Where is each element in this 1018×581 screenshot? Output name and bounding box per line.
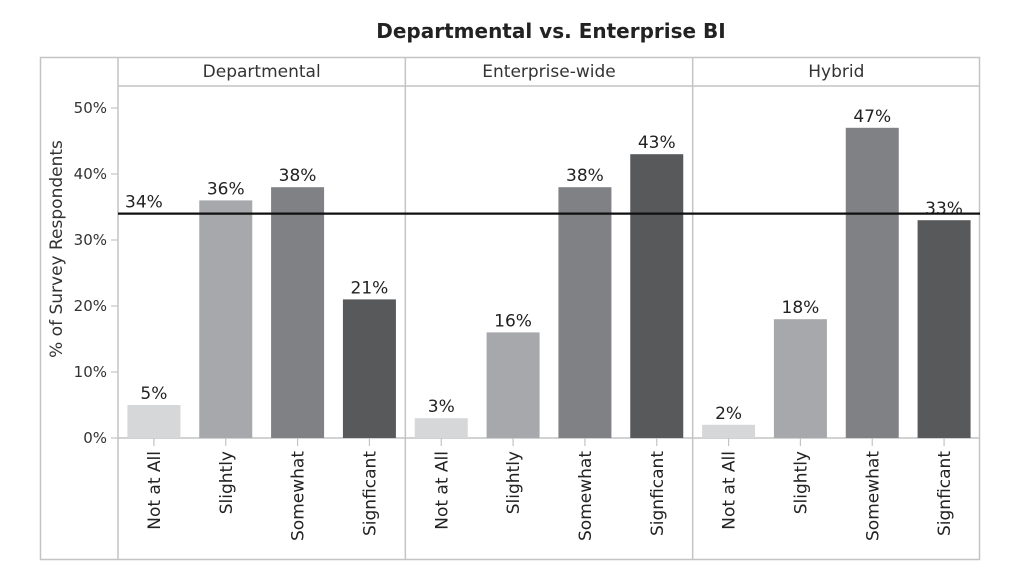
category-label: Signficant	[935, 451, 955, 536]
y-tick-label: 40%	[74, 165, 107, 183]
outer-frame	[39, 56, 981, 561]
bar	[414, 418, 468, 438]
category-label: Slightly	[217, 451, 237, 514]
category-label: Somewhat	[289, 451, 309, 541]
bar	[702, 424, 756, 438]
bar	[558, 187, 612, 438]
bar	[773, 319, 827, 438]
bar-value-label: 3%	[428, 397, 455, 417]
category-label: Not at All	[720, 451, 740, 530]
bar-value-label: 5%	[140, 384, 167, 404]
plot-frame	[39, 56, 981, 561]
bar	[127, 405, 181, 438]
bar	[271, 187, 325, 438]
reference-line-group: 34%	[118, 193, 980, 215]
panel: Hybrid 2% Not at All 18% Slightly 47% Somewhat…	[702, 62, 971, 541]
bar-value-label: 47%	[853, 107, 891, 127]
bar-value-label: 21%	[351, 278, 389, 298]
bar	[486, 332, 540, 438]
panel: Departmental 5% Not at All 36% Slightly 38% So…	[127, 62, 396, 541]
category-label: Slightly	[791, 451, 811, 514]
y-tick-label: 0%	[83, 429, 107, 447]
bar	[342, 299, 396, 438]
y-tick-label: 10%	[74, 363, 107, 381]
category-label: Somewhat	[863, 451, 883, 541]
bar	[199, 200, 253, 438]
y-tick-label: 20%	[74, 297, 107, 315]
category-label: Signficant	[360, 451, 380, 536]
chart-title: Departmental vs. Enterprise BI	[376, 19, 725, 43]
category-label: Not at All	[432, 451, 452, 530]
bar-value-label: 38%	[566, 166, 604, 186]
bar-value-label: 36%	[207, 179, 245, 199]
y-axis-label: % of Survey Respondents	[47, 140, 67, 358]
panel-header: Enterprise-wide	[482, 62, 615, 82]
bar-value-label: 43%	[638, 133, 676, 153]
category-label: Slightly	[504, 451, 524, 514]
bar-value-label: 2%	[715, 404, 742, 424]
category-label: Signficant	[648, 451, 668, 536]
bar-value-label: 16%	[494, 311, 532, 331]
bar	[917, 220, 971, 438]
bar-value-label: 18%	[782, 298, 820, 318]
panels: Departmental 5% Not at All 36% Slightly 38% So…	[127, 62, 971, 541]
panel-header: Departmental	[203, 62, 321, 82]
category-label: Somewhat	[576, 451, 596, 541]
bar-value-label: 38%	[279, 166, 317, 186]
reference-line-label: 34%	[125, 193, 163, 213]
y-ticks: 0% 10% 20% 30% 40% 50%	[74, 99, 118, 447]
y-tick-label: 50%	[74, 99, 107, 117]
category-label: Not at All	[145, 451, 165, 530]
bar	[845, 127, 899, 439]
bar	[630, 154, 684, 438]
y-tick-label: 30%	[74, 231, 107, 249]
bar-value-label: 33%	[925, 199, 963, 219]
panel-header: Hybrid	[808, 62, 864, 82]
panel: Enterprise-wide 3% Not at All 16% Slightly 38…	[414, 62, 684, 541]
